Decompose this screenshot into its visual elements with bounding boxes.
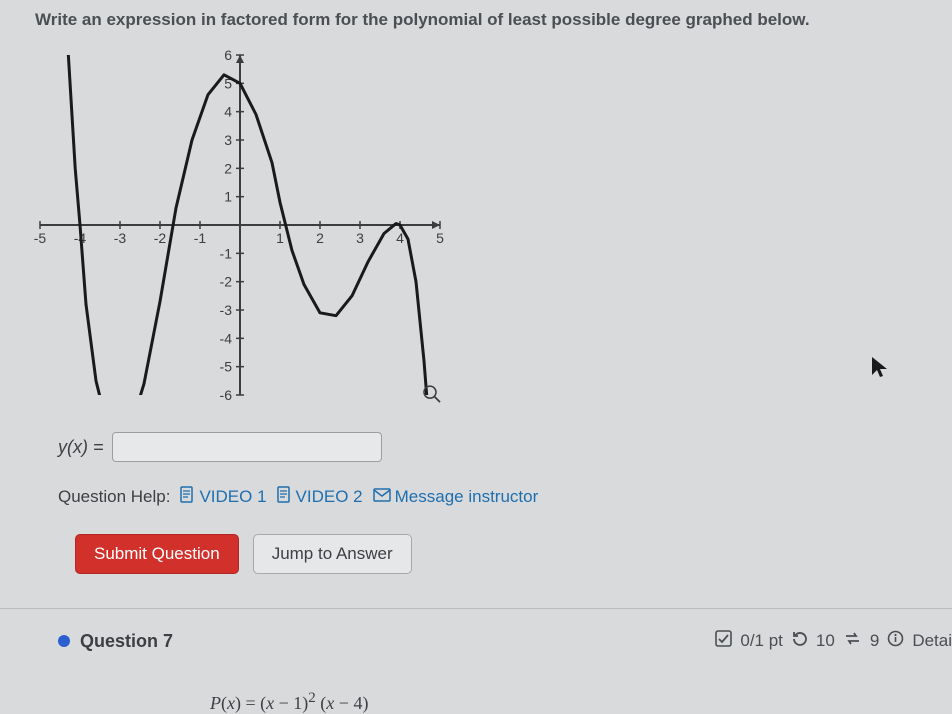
question-prompt: Write an expression in factored form for… bbox=[35, 10, 810, 30]
svg-text:2: 2 bbox=[316, 230, 324, 246]
svg-text:1: 1 bbox=[224, 189, 232, 205]
svg-text:-3: -3 bbox=[114, 230, 127, 246]
svg-text:4: 4 bbox=[224, 104, 232, 120]
submit-button[interactable]: Submit Question bbox=[75, 534, 239, 574]
status-bullet bbox=[58, 635, 70, 647]
answer-row: y(x) = bbox=[58, 432, 382, 462]
video2-link[interactable]: VIDEO 2 bbox=[277, 486, 363, 508]
section-divider bbox=[0, 608, 952, 609]
svg-text:-1: -1 bbox=[220, 245, 233, 261]
cycle-icon bbox=[843, 631, 862, 651]
page-icon bbox=[277, 486, 292, 508]
svg-text:2: 2 bbox=[224, 160, 232, 176]
svg-text:-6: -6 bbox=[220, 387, 233, 403]
svg-text:-5: -5 bbox=[220, 359, 233, 375]
details-text: Detai bbox=[912, 631, 952, 651]
check-icon bbox=[715, 630, 732, 652]
truncated-hint: P(x) = (x − 1)2 (x − 4) bbox=[210, 690, 368, 714]
cursor-icon bbox=[870, 355, 890, 386]
svg-text:3: 3 bbox=[224, 132, 232, 148]
score-text: 0/1 pt bbox=[740, 631, 783, 651]
svg-text:-3: -3 bbox=[220, 302, 233, 318]
video1-link[interactable]: VIDEO 1 bbox=[180, 486, 266, 508]
video1-label: VIDEO 1 bbox=[199, 487, 266, 507]
svg-text:-4: -4 bbox=[220, 330, 233, 346]
answer-input[interactable] bbox=[112, 432, 382, 462]
svg-text:5: 5 bbox=[436, 230, 444, 246]
footer-stats: 0/1 pt 10 9 Detai bbox=[715, 630, 952, 652]
info-icon bbox=[887, 630, 904, 652]
button-row: Submit Question Jump to Answer bbox=[75, 534, 412, 574]
svg-text:6: 6 bbox=[224, 47, 232, 63]
page-icon bbox=[180, 486, 195, 508]
answer-label: y(x) = bbox=[58, 437, 104, 458]
retries-text: 10 bbox=[816, 631, 835, 651]
retry-icon bbox=[791, 630, 808, 652]
jump-button[interactable]: Jump to Answer bbox=[253, 534, 412, 574]
message-instructor-link[interactable]: Message instructor bbox=[373, 487, 539, 507]
svg-text:1: 1 bbox=[276, 230, 284, 246]
message-instructor-label: Message instructor bbox=[395, 487, 539, 507]
svg-text:-2: -2 bbox=[220, 274, 233, 290]
mail-icon bbox=[373, 487, 391, 507]
svg-text:-5: -5 bbox=[34, 230, 47, 246]
video2-label: VIDEO 2 bbox=[296, 487, 363, 507]
polynomial-graph: -5-4-3-2-112345-6-5-4-3-2-1123456 bbox=[20, 45, 460, 405]
svg-text:3: 3 bbox=[356, 230, 364, 246]
question-number: Question 7 bbox=[80, 631, 173, 652]
attempts-text: 9 bbox=[870, 631, 879, 651]
svg-text:-2: -2 bbox=[154, 230, 167, 246]
svg-text:-1: -1 bbox=[194, 230, 207, 246]
question-footer: Question 7 0/1 pt 10 9 Detai bbox=[58, 630, 952, 652]
help-label: Question Help: bbox=[58, 487, 170, 507]
help-row: Question Help: VIDEO 1 VIDEO 2 Message i… bbox=[58, 486, 538, 508]
